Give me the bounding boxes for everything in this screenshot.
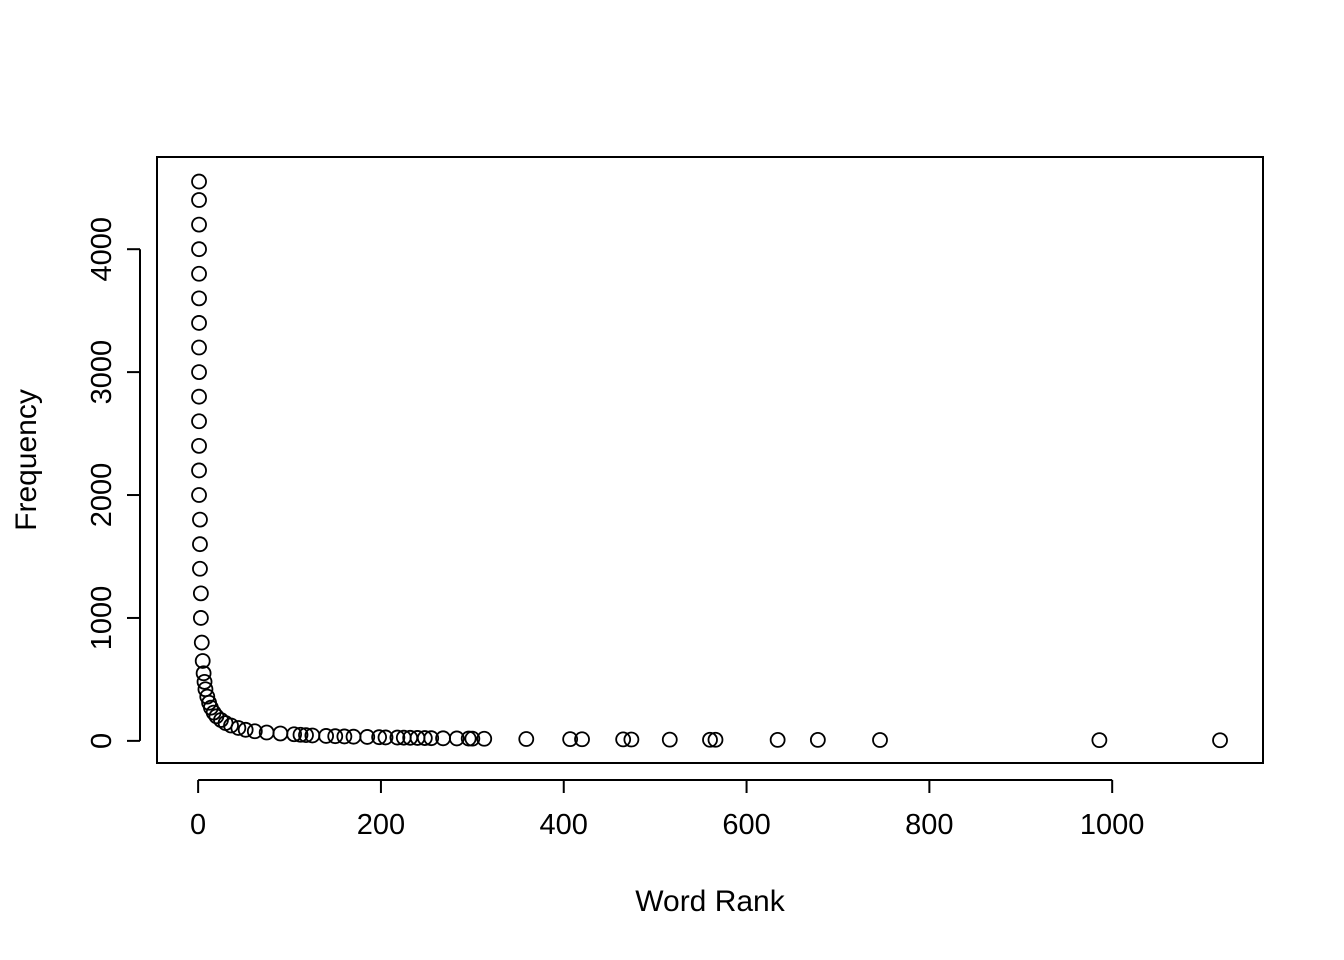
data-point	[272, 725, 289, 742]
y-tick-label: 4000	[86, 217, 118, 282]
data-point	[192, 536, 208, 553]
x-tick-label: 800	[905, 809, 953, 841]
data-point	[377, 729, 394, 746]
data-point	[223, 717, 239, 734]
data-point	[230, 720, 247, 736]
data-point	[192, 511, 208, 528]
data-point	[336, 728, 353, 745]
data-point	[872, 732, 888, 748]
data-point	[448, 730, 465, 747]
data-point	[615, 731, 632, 748]
x-tick-label: 1000	[1080, 809, 1145, 841]
data-point	[809, 731, 826, 748]
data-points	[191, 173, 1228, 749]
data-point	[191, 315, 207, 331]
data-point	[191, 437, 207, 454]
data-point	[191, 192, 207, 208]
data-point	[193, 634, 210, 651]
x-tick-label: 600	[722, 809, 770, 841]
x-tick-label: 0	[190, 809, 206, 841]
data-point	[623, 731, 640, 748]
y-tick-label: 1000	[86, 586, 118, 651]
data-point	[416, 730, 433, 746]
data-point	[195, 665, 212, 682]
data-point	[191, 462, 207, 479]
data-point	[574, 731, 590, 748]
x-axis-title: Word Rank	[635, 885, 786, 918]
data-point	[191, 216, 207, 233]
y-tick-label: 0	[86, 733, 118, 749]
plot-frame	[156, 156, 1264, 764]
data-point	[298, 727, 314, 743]
data-point	[464, 730, 481, 747]
data-point	[191, 173, 207, 190]
data-point	[327, 728, 344, 745]
data-point	[192, 585, 209, 602]
x-tick-label: 400	[540, 809, 588, 841]
y-axis-title: Frequency	[10, 389, 43, 531]
y-tick-label: 3000	[86, 340, 118, 405]
data-point	[389, 729, 406, 746]
data-point	[191, 413, 207, 430]
data-point	[196, 673, 213, 690]
data-point	[318, 728, 334, 744]
data-point	[359, 729, 376, 745]
data-point	[191, 487, 207, 503]
data-point	[191, 364, 207, 381]
y-tick-label: 2000	[86, 463, 118, 528]
data-point	[199, 688, 216, 705]
data-point	[192, 610, 209, 626]
data-point	[192, 560, 208, 577]
data-point	[237, 721, 254, 738]
data-point	[292, 726, 309, 743]
data-point	[191, 265, 207, 282]
data-point	[371, 729, 388, 746]
y-axis: 0 1000 2000 3000 4000	[86, 217, 141, 749]
data-point	[286, 726, 303, 743]
data-point	[191, 241, 207, 258]
data-point	[1091, 732, 1108, 749]
data-point	[476, 730, 493, 747]
data-point	[423, 730, 440, 747]
data-point	[194, 653, 211, 669]
data-point	[702, 731, 718, 748]
data-point	[769, 731, 786, 748]
data-point	[345, 728, 362, 745]
data-point	[661, 731, 678, 748]
data-point	[246, 723, 263, 740]
data-point	[191, 339, 207, 356]
data-point	[191, 290, 207, 307]
data-point	[1212, 732, 1228, 749]
data-point	[707, 731, 724, 748]
x-tick-label: 200	[357, 809, 405, 841]
data-point	[191, 388, 207, 405]
x-axis: 0 200 400 600 800 1000	[190, 779, 1145, 841]
data-point	[518, 731, 535, 747]
data-point	[562, 731, 579, 748]
